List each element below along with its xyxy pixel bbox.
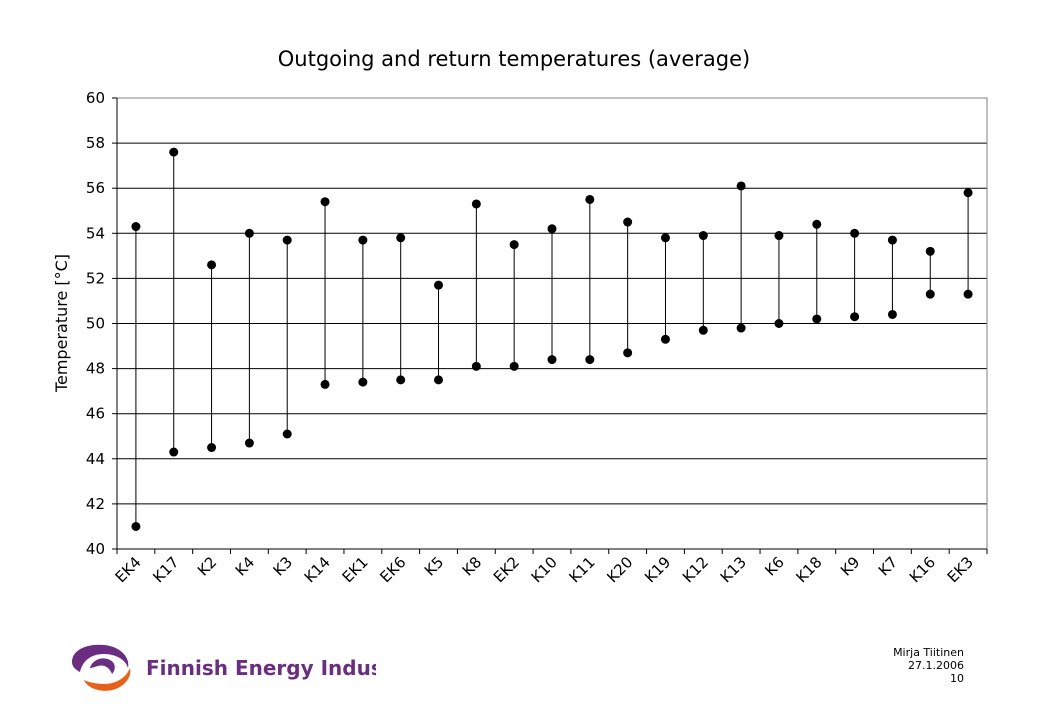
outgoing-temp-point [320, 197, 330, 207]
chart: Outgoing and return temperatures (averag… [52, 47, 988, 586]
x-tick-label: K19 [641, 553, 674, 586]
y-tick-label: 56 [86, 179, 105, 197]
outgoing-temp-point [131, 222, 141, 232]
return-temp-point [169, 447, 179, 457]
return-temp-point [434, 375, 444, 385]
outgoing-temp-point [471, 199, 481, 209]
x-tick-label: K11 [565, 553, 598, 586]
outgoing-temp-point [358, 235, 368, 245]
x-tick-label: K8 [459, 553, 485, 579]
outgoing-temp-point [207, 260, 217, 270]
outgoing-temp-point [774, 231, 784, 241]
outgoing-temp-point [812, 219, 822, 229]
return-temp-point [812, 314, 822, 324]
return-temp-point [850, 312, 860, 322]
y-tick-label: 58 [86, 134, 105, 152]
outgoing-temp-point [547, 224, 557, 234]
outgoing-temp-point [660, 233, 670, 243]
outgoing-temp-point [282, 235, 292, 245]
return-temp-point [131, 521, 141, 531]
logo-text: Finnish Energy Industries [146, 656, 376, 680]
chart-title: Outgoing and return temperatures (averag… [278, 47, 750, 71]
y-tick-label: 48 [86, 360, 105, 378]
y-axis-label: Temperature [°C] [52, 254, 71, 393]
outgoing-temp-point [396, 233, 406, 243]
return-temp-point [320, 379, 330, 389]
return-temp-point [244, 438, 254, 448]
return-temp-point [925, 289, 935, 299]
y-tick-label: 54 [86, 224, 105, 242]
slide-footer: Mirja Tiitinen 27.1.2006 10 [893, 646, 964, 685]
y-tick-label: 42 [86, 495, 105, 513]
outgoing-temp-point [434, 280, 444, 290]
y-tick-label: 40 [86, 540, 105, 558]
outgoing-temp-point [169, 147, 179, 157]
y-tick-labels: 40 42 44 46 48 50 52 54 56 58 60 [86, 89, 105, 558]
return-temp-point [358, 377, 368, 387]
footer-author: Mirja Tiitinen [893, 646, 964, 659]
y-tick-label: 50 [86, 315, 105, 333]
y-tick-label: 44 [86, 450, 105, 468]
outgoing-temp-point [736, 181, 746, 191]
footer-page-number: 10 [950, 672, 964, 685]
x-tick-label: EK6 [376, 553, 409, 586]
return-temp-point [774, 319, 784, 328]
outgoing-temp-point [925, 246, 935, 256]
x-tick-label: K9 [837, 553, 863, 579]
return-temp-point [963, 289, 973, 299]
outgoing-temp-point [585, 194, 595, 204]
return-temp-point [698, 325, 708, 335]
outgoing-temp-point [963, 188, 973, 198]
x-tick-label: EK1 [339, 553, 372, 586]
return-temp-point [207, 443, 217, 453]
outgoing-temp-point [850, 228, 860, 238]
outgoing-temp-point [509, 240, 519, 250]
x-tick-label: K18 [792, 553, 825, 586]
x-tick-label: K3 [270, 553, 296, 579]
y-tick-label: 46 [86, 405, 105, 423]
y-tick-label: 52 [86, 269, 105, 287]
axes [112, 97, 988, 554]
x-tick-labels: EK4 K17 K2 K4 K3 K14 EK1 EK6 K5 K8 EK2 K10 K11 K20 K19… [112, 553, 977, 586]
return-temp-point [509, 361, 519, 371]
x-tick-label: K10 [528, 553, 561, 586]
x-tick-label: K13 [717, 553, 750, 586]
x-tick-label: K17 [149, 553, 182, 586]
outgoing-temp-point [244, 228, 254, 238]
return-temp-point [660, 334, 670, 344]
return-temp-point [887, 309, 897, 319]
return-temp-point [585, 355, 595, 365]
logo-icon [72, 644, 131, 691]
finnish-energy-logo: Finnish Energy Industries [66, 640, 435, 696]
x-tick-label: K7 [875, 553, 901, 579]
return-temp-point [471, 361, 481, 371]
x-tick-label: K14 [301, 553, 334, 586]
return-temp-point [282, 429, 292, 439]
x-tick-label: EK4 [112, 553, 145, 586]
return-temp-point [736, 323, 746, 333]
x-tick-label: K12 [679, 553, 712, 586]
x-tick-label: K6 [761, 553, 787, 579]
x-tick-label: K16 [906, 553, 939, 586]
return-temp-point [396, 375, 406, 385]
y-tick-label: 60 [86, 89, 105, 107]
data-marks [131, 147, 973, 531]
return-temp-point [547, 355, 557, 365]
x-tick-label: K20 [603, 553, 636, 586]
footer-date: 27.1.2006 [908, 659, 964, 672]
outgoing-temp-point [698, 231, 708, 241]
x-tick-label: K4 [232, 553, 258, 579]
x-tick-label: K2 [194, 553, 220, 579]
x-tick-label: EK2 [490, 553, 523, 586]
x-tick-label: EK3 [944, 553, 977, 586]
x-tick-label: K5 [421, 553, 447, 579]
outgoing-temp-point [887, 235, 897, 245]
return-temp-point [623, 348, 633, 358]
outgoing-temp-point [623, 217, 633, 227]
